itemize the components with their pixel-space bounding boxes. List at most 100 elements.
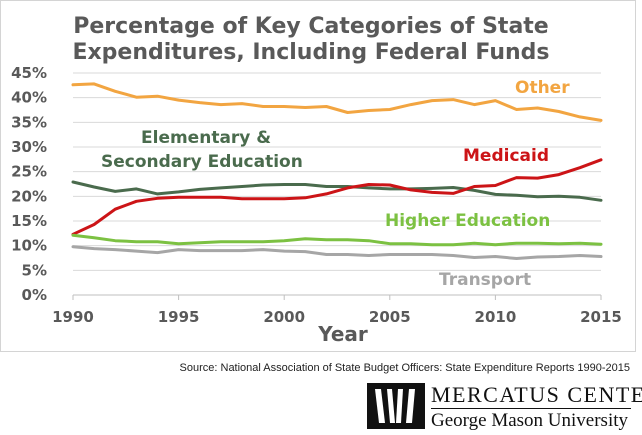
data-point — [367, 254, 370, 257]
data-point — [515, 194, 518, 197]
series-label: Transport — [439, 270, 531, 290]
y-tick-label: 25% — [11, 163, 47, 181]
data-point — [557, 195, 560, 198]
data-point — [283, 197, 286, 200]
data-point — [515, 257, 518, 260]
data-point — [430, 243, 434, 246]
data-point — [219, 249, 223, 252]
data-point — [430, 191, 434, 194]
data-point — [536, 255, 539, 259]
data-point — [198, 249, 201, 252]
series-label: Secondary Education — [101, 152, 303, 172]
data-point — [219, 240, 223, 243]
data-point — [177, 242, 180, 245]
data-point — [92, 236, 96, 239]
data-point — [409, 242, 413, 245]
data-point — [325, 105, 328, 108]
y-tick-label: 15% — [11, 212, 47, 230]
y-tick-label: 5% — [22, 261, 47, 279]
data-point — [536, 195, 539, 199]
source-note: Source: National Association of State Bu… — [179, 362, 630, 374]
data-point — [177, 98, 180, 102]
data-point — [177, 196, 180, 199]
data-point — [536, 106, 539, 110]
data-point — [451, 186, 455, 189]
data-point — [451, 98, 455, 101]
data-point — [198, 196, 201, 199]
data-point — [71, 180, 75, 184]
y-tick-label: 10% — [11, 237, 47, 255]
data-point — [494, 184, 497, 187]
data-point — [177, 190, 180, 194]
data-point — [515, 108, 518, 111]
data-point — [156, 197, 159, 200]
data-point — [557, 242, 560, 245]
series-label: Other — [515, 78, 570, 98]
data-point — [114, 248, 117, 251]
chart-frame: Percentage of Key Categories of State Exp… — [0, 0, 636, 352]
data-point — [473, 103, 476, 106]
data-point — [599, 255, 603, 258]
data-point — [71, 234, 75, 237]
data-point — [261, 197, 265, 200]
data-point — [71, 83, 75, 87]
data-point — [430, 187, 434, 190]
data-point — [451, 192, 455, 195]
logo-name: MERCATUS CENTER — [431, 382, 642, 407]
data-point — [283, 105, 286, 108]
x-tick-label: 2005 — [369, 308, 411, 326]
data-point — [219, 103, 223, 106]
data-point — [473, 189, 476, 192]
data-point — [388, 242, 391, 245]
data-point — [473, 242, 476, 245]
data-point — [304, 250, 307, 253]
data-point — [198, 241, 201, 244]
data-point — [451, 243, 455, 246]
data-point — [304, 237, 307, 240]
data-point — [261, 240, 265, 243]
data-point — [240, 185, 244, 188]
x-tick-label: 1990 — [52, 308, 94, 326]
y-tick-label: 35% — [11, 113, 47, 131]
data-point — [430, 99, 434, 102]
y-tick-label: 20% — [11, 187, 47, 205]
data-point — [388, 187, 391, 191]
data-point — [92, 247, 96, 250]
data-point — [515, 176, 518, 179]
data-point — [346, 186, 349, 190]
data-point — [304, 196, 307, 200]
series-label: Elementary & — [141, 128, 271, 148]
data-point — [599, 119, 603, 122]
series-label: Higher Education — [385, 211, 550, 231]
data-point — [578, 115, 582, 119]
data-point — [71, 245, 75, 248]
data-point — [346, 253, 349, 256]
data-point — [451, 254, 455, 257]
data-point — [240, 240, 244, 243]
x-tick-label: 2010 — [475, 308, 517, 326]
data-point — [92, 223, 96, 226]
data-point — [409, 103, 413, 106]
data-point — [599, 199, 603, 202]
data-point — [283, 183, 286, 186]
data-point — [346, 238, 349, 241]
line-chart: Percentage of Key Categories of StateExp… — [11, 14, 622, 346]
data-point — [494, 243, 497, 246]
data-point — [114, 239, 117, 242]
series-line-1 — [71, 180, 603, 202]
logo-divider — [431, 408, 631, 409]
data-point — [557, 110, 560, 113]
data-point — [156, 251, 159, 254]
y-tick-label: 45% — [11, 64, 47, 82]
x-tick-label: 2000 — [263, 308, 305, 326]
data-point — [135, 95, 138, 99]
data-point — [536, 176, 539, 180]
data-point — [578, 166, 582, 169]
data-point — [156, 192, 159, 196]
data-point — [409, 188, 413, 192]
data-point — [494, 99, 497, 102]
data-point — [156, 94, 159, 98]
data-point — [198, 188, 201, 191]
data-point — [388, 183, 391, 187]
data-point — [261, 105, 265, 108]
